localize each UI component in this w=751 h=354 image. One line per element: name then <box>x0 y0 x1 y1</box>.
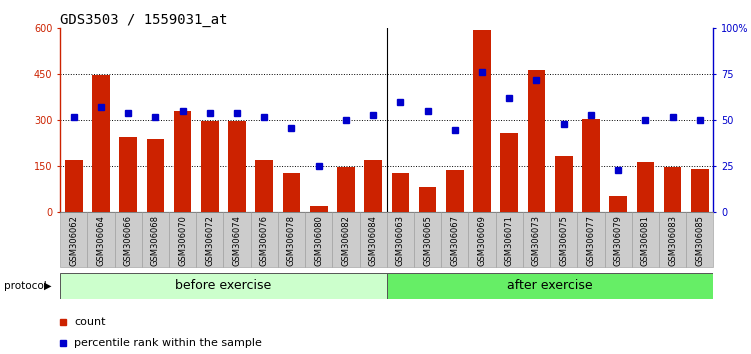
Text: GSM306063: GSM306063 <box>396 215 405 266</box>
Bar <box>201 121 219 212</box>
Bar <box>360 212 387 267</box>
Text: GSM306066: GSM306066 <box>124 215 133 266</box>
Bar <box>523 212 550 267</box>
Bar <box>609 195 627 212</box>
Bar <box>664 167 681 212</box>
Bar <box>332 212 360 267</box>
Text: GSM306077: GSM306077 <box>587 215 596 266</box>
Text: GSM306081: GSM306081 <box>641 215 650 266</box>
Bar <box>446 170 463 212</box>
Text: GSM306076: GSM306076 <box>260 215 269 266</box>
Text: GSM306080: GSM306080 <box>314 215 323 266</box>
Bar <box>65 160 83 212</box>
Text: after exercise: after exercise <box>507 279 593 292</box>
Text: GSM306084: GSM306084 <box>369 215 378 266</box>
Text: GSM306069: GSM306069 <box>478 215 487 266</box>
Bar <box>528 70 545 212</box>
Text: GSM306064: GSM306064 <box>96 215 105 266</box>
Bar <box>659 212 686 267</box>
Bar <box>496 212 523 267</box>
Text: GSM306078: GSM306078 <box>287 215 296 266</box>
Text: GSM306083: GSM306083 <box>668 215 677 266</box>
Bar <box>691 170 709 212</box>
Text: GSM306079: GSM306079 <box>614 215 623 266</box>
Bar <box>305 212 332 267</box>
Text: count: count <box>74 318 106 327</box>
Text: GSM306085: GSM306085 <box>695 215 704 266</box>
Bar <box>251 212 278 267</box>
Bar <box>169 212 196 267</box>
Bar <box>255 160 273 212</box>
Bar <box>637 162 654 212</box>
Bar <box>228 121 246 212</box>
Bar <box>414 212 441 267</box>
Bar <box>337 167 354 212</box>
Bar <box>364 160 382 212</box>
Bar <box>282 172 300 212</box>
Text: GSM306065: GSM306065 <box>423 215 432 266</box>
Text: GDS3503 / 1559031_at: GDS3503 / 1559031_at <box>60 13 228 27</box>
Bar <box>92 75 110 212</box>
Bar <box>224 212 251 267</box>
Bar <box>387 273 713 299</box>
Bar <box>310 206 327 212</box>
Text: GSM306072: GSM306072 <box>205 215 214 266</box>
Bar <box>119 137 137 212</box>
Text: GSM306071: GSM306071 <box>505 215 514 266</box>
Bar <box>391 172 409 212</box>
Bar <box>387 212 414 267</box>
Text: before exercise: before exercise <box>175 279 272 292</box>
Bar <box>173 111 192 212</box>
Text: GSM306073: GSM306073 <box>532 215 541 266</box>
Bar <box>555 156 572 212</box>
Bar <box>60 212 87 267</box>
Text: GSM306068: GSM306068 <box>151 215 160 266</box>
Bar <box>441 212 469 267</box>
Text: GSM306082: GSM306082 <box>342 215 351 266</box>
Bar <box>686 212 713 267</box>
Bar <box>114 212 142 267</box>
Text: GSM306075: GSM306075 <box>559 215 569 266</box>
Bar <box>582 119 600 212</box>
Bar <box>578 212 605 267</box>
Text: GSM306067: GSM306067 <box>451 215 460 266</box>
Text: ▶: ▶ <box>44 281 51 291</box>
Text: protocol: protocol <box>4 281 47 291</box>
Bar <box>196 212 224 267</box>
Bar <box>473 30 491 212</box>
Text: GSM306062: GSM306062 <box>69 215 78 266</box>
Bar <box>278 212 305 267</box>
Text: GSM306074: GSM306074 <box>233 215 242 266</box>
Text: percentile rank within the sample: percentile rank within the sample <box>74 338 262 348</box>
Bar <box>419 187 436 212</box>
Bar <box>500 133 518 212</box>
Bar <box>142 212 169 267</box>
Bar <box>632 212 659 267</box>
Bar <box>550 212 578 267</box>
Bar <box>60 273 387 299</box>
Bar <box>146 139 164 212</box>
Bar <box>469 212 496 267</box>
Text: GSM306070: GSM306070 <box>178 215 187 266</box>
Bar <box>87 212 114 267</box>
Bar <box>605 212 632 267</box>
